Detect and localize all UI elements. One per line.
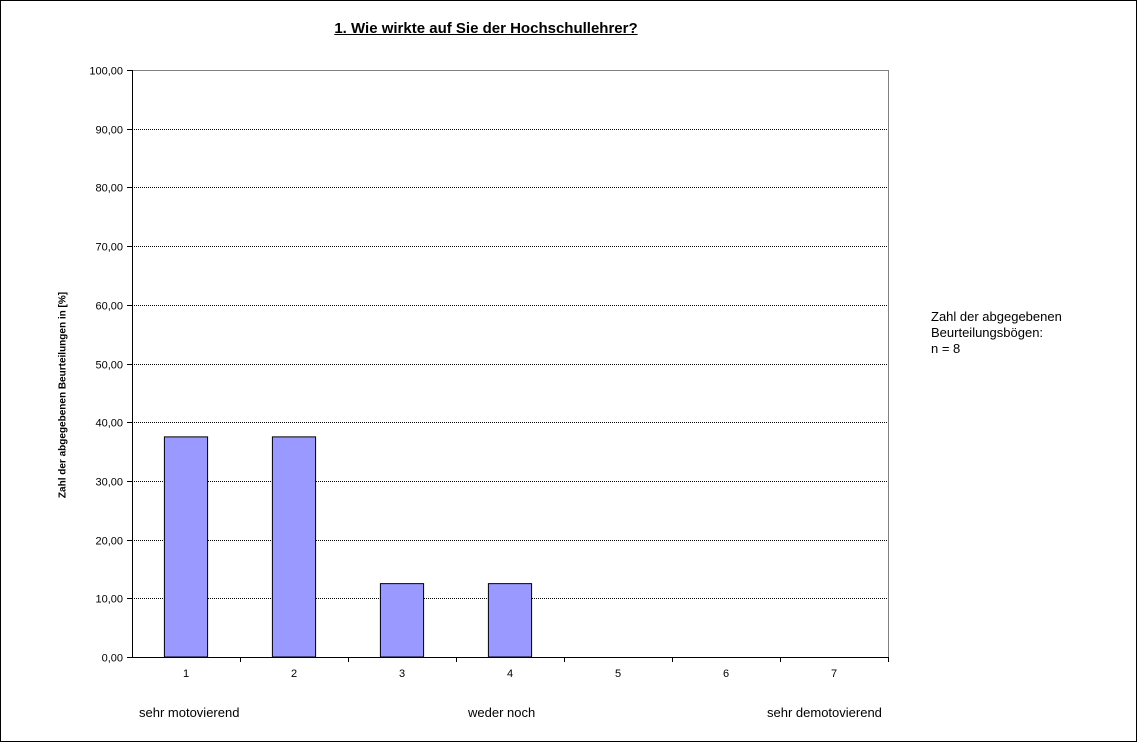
scale-label-middle: weder noch: [468, 705, 536, 720]
note-line-2: Beurteilungsbögen:: [931, 325, 1044, 340]
chart-title: 1. Wie wirkte auf Sie der Hochschullehre…: [334, 20, 638, 37]
y-tick-label: 50,00: [95, 360, 123, 372]
x-tick-label: 5: [615, 668, 621, 680]
y-tick-label: 100,00: [89, 66, 123, 78]
y-tick-label: 70,00: [95, 242, 123, 254]
sample-size-note: Zahl der abgegebenen Beurteilungsbögen: …: [931, 309, 1062, 357]
bar: [163, 436, 209, 658]
y-tick-label: 60,00: [95, 301, 123, 313]
y-tick-label: 80,00: [95, 183, 123, 195]
bar: [487, 583, 533, 658]
y-tick-label: 20,00: [95, 536, 123, 548]
y-tick-label: 30,00: [95, 477, 123, 489]
x-tick-label: 6: [723, 668, 729, 680]
x-tick-label: 1: [183, 668, 189, 680]
y-axis-label: Zahl der abgegebenen Beurteilungen in [%…: [57, 291, 69, 499]
bar: [271, 436, 317, 658]
y-tick-label: 10,00: [95, 594, 123, 606]
note-line-1: Zahl der abgegebenen: [931, 309, 1062, 324]
scale-label-right: sehr demotovierend: [767, 705, 882, 720]
note-line-3: n = 8: [931, 341, 961, 356]
y-tick-label: 90,00: [95, 125, 123, 137]
y-tick-label: 0,00: [102, 653, 123, 665]
x-tick-label: 7: [831, 668, 837, 680]
x-tick-label: 4: [507, 668, 513, 680]
scale-label-left: sehr motovierend: [139, 705, 240, 720]
x-tick-label: 2: [291, 668, 297, 680]
y-tick-label: 40,00: [95, 418, 123, 430]
bar: [379, 583, 425, 658]
x-tick-label: 3: [399, 668, 405, 680]
